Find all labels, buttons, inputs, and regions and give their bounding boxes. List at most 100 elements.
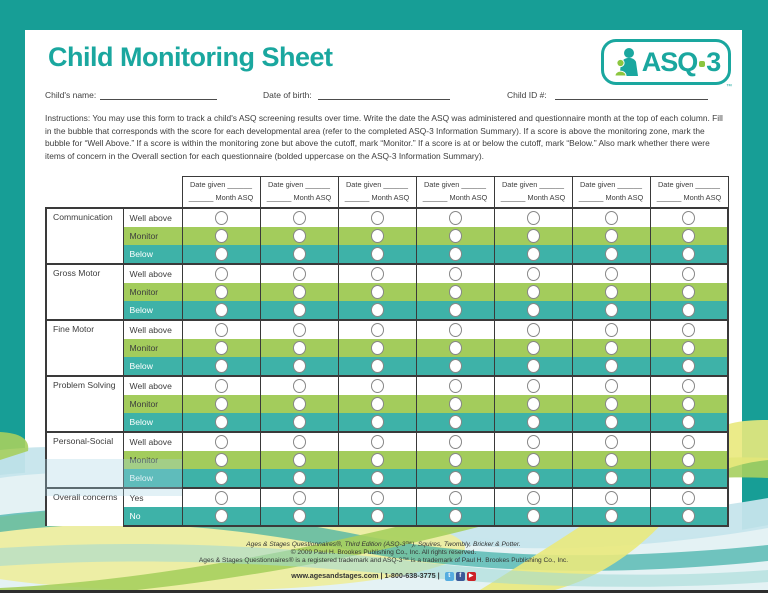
answer-bubble[interactable] (292, 340, 306, 355)
answer-bubble[interactable] (604, 358, 618, 373)
column-header-4[interactable]: Date given ______ ______ Month ASQ (415, 176, 495, 209)
answer-bubble[interactable] (370, 210, 384, 225)
answer-bubble[interactable] (214, 508, 228, 523)
answer-bubble[interactable] (604, 322, 618, 337)
answer-bubble[interactable] (292, 414, 306, 429)
answer-bubble[interactable] (682, 340, 696, 355)
answer-bubble[interactable] (526, 322, 540, 337)
answer-bubble[interactable] (526, 414, 540, 429)
answer-bubble[interactable] (682, 508, 696, 523)
answer-bubble[interactable] (292, 434, 306, 449)
answer-bubble[interactable] (214, 266, 228, 281)
answer-bubble[interactable] (448, 266, 462, 281)
answer-bubble[interactable] (214, 452, 228, 467)
answer-bubble[interactable] (604, 378, 618, 393)
answer-bubble[interactable] (682, 378, 696, 393)
answer-bubble[interactable] (370, 508, 384, 523)
answer-bubble[interactable] (526, 470, 540, 485)
answer-bubble[interactable] (214, 358, 228, 373)
answer-bubble[interactable] (682, 210, 696, 225)
answer-bubble[interactable] (526, 396, 540, 411)
answer-bubble[interactable] (370, 396, 384, 411)
answer-bubble[interactable] (214, 284, 228, 299)
answer-bubble[interactable] (604, 340, 618, 355)
answer-bubble[interactable] (370, 322, 384, 337)
answer-bubble[interactable] (448, 414, 462, 429)
facebook-icon[interactable]: f (455, 571, 465, 581)
answer-bubble[interactable] (292, 302, 306, 317)
answer-bubble[interactable] (214, 210, 228, 225)
answer-bubble[interactable] (604, 508, 618, 523)
answer-bubble[interactable] (604, 470, 618, 485)
answer-bubble[interactable] (682, 246, 696, 261)
answer-bubble[interactable] (448, 228, 462, 243)
answer-bubble[interactable] (448, 358, 462, 373)
answer-bubble[interactable] (604, 452, 618, 467)
answer-bubble[interactable] (448, 490, 462, 505)
answer-bubble[interactable] (370, 302, 384, 317)
answer-bubble[interactable] (604, 266, 618, 281)
answer-bubble[interactable] (604, 490, 618, 505)
answer-bubble[interactable] (214, 302, 228, 317)
answer-bubble[interactable] (448, 452, 462, 467)
answer-bubble[interactable] (448, 470, 462, 485)
answer-bubble[interactable] (214, 470, 228, 485)
answer-bubble[interactable] (526, 378, 540, 393)
answer-bubble[interactable] (292, 228, 306, 243)
answer-bubble[interactable] (370, 228, 384, 243)
answer-bubble[interactable] (526, 452, 540, 467)
answer-bubble[interactable] (526, 210, 540, 225)
answer-bubble[interactable] (448, 302, 462, 317)
answer-bubble[interactable] (292, 322, 306, 337)
answer-bubble[interactable] (292, 470, 306, 485)
column-header-1[interactable]: Date given ______ ______ Month ASQ (181, 176, 261, 209)
answer-bubble[interactable] (682, 228, 696, 243)
answer-bubble[interactable] (682, 358, 696, 373)
twitter-icon[interactable]: t (444, 571, 454, 581)
column-header-2[interactable]: Date given ______ ______ Month ASQ (259, 176, 339, 209)
answer-bubble[interactable] (526, 302, 540, 317)
answer-bubble[interactable] (214, 228, 228, 243)
answer-bubble[interactable] (370, 470, 384, 485)
answer-bubble[interactable] (526, 266, 540, 281)
answer-bubble[interactable] (214, 246, 228, 261)
youtube-icon[interactable]: ▶ (466, 571, 476, 581)
answer-bubble[interactable] (370, 358, 384, 373)
answer-bubble[interactable] (370, 452, 384, 467)
answer-bubble[interactable] (526, 228, 540, 243)
answer-bubble[interactable] (604, 302, 618, 317)
answer-bubble[interactable] (292, 246, 306, 261)
answer-bubble[interactable] (682, 396, 696, 411)
answer-bubble[interactable] (682, 434, 696, 449)
answer-bubble[interactable] (214, 340, 228, 355)
answer-bubble[interactable] (526, 340, 540, 355)
answer-bubble[interactable] (292, 378, 306, 393)
answer-bubble[interactable] (682, 470, 696, 485)
answer-bubble[interactable] (370, 378, 384, 393)
answer-bubble[interactable] (292, 452, 306, 467)
answer-bubble[interactable] (604, 284, 618, 299)
child-name-line[interactable] (100, 99, 217, 100)
answer-bubble[interactable] (370, 490, 384, 505)
answer-bubble[interactable] (448, 434, 462, 449)
answer-bubble[interactable] (448, 340, 462, 355)
answer-bubble[interactable] (526, 284, 540, 299)
answer-bubble[interactable] (370, 284, 384, 299)
answer-bubble[interactable] (604, 210, 618, 225)
answer-bubble[interactable] (292, 490, 306, 505)
answer-bubble[interactable] (682, 322, 696, 337)
answer-bubble[interactable] (682, 414, 696, 429)
answer-bubble[interactable] (448, 378, 462, 393)
answer-bubble[interactable] (682, 452, 696, 467)
answer-bubble[interactable] (604, 228, 618, 243)
answer-bubble[interactable] (214, 322, 228, 337)
answer-bubble[interactable] (448, 396, 462, 411)
answer-bubble[interactable] (448, 246, 462, 261)
answer-bubble[interactable] (292, 508, 306, 523)
date-of-birth-line[interactable] (318, 99, 450, 100)
answer-bubble[interactable] (526, 490, 540, 505)
answer-bubble[interactable] (370, 340, 384, 355)
answer-bubble[interactable] (604, 396, 618, 411)
answer-bubble[interactable] (370, 434, 384, 449)
footer-website-phone[interactable]: www.agesandstages.com | 1-800-638-3775 | (291, 570, 440, 580)
